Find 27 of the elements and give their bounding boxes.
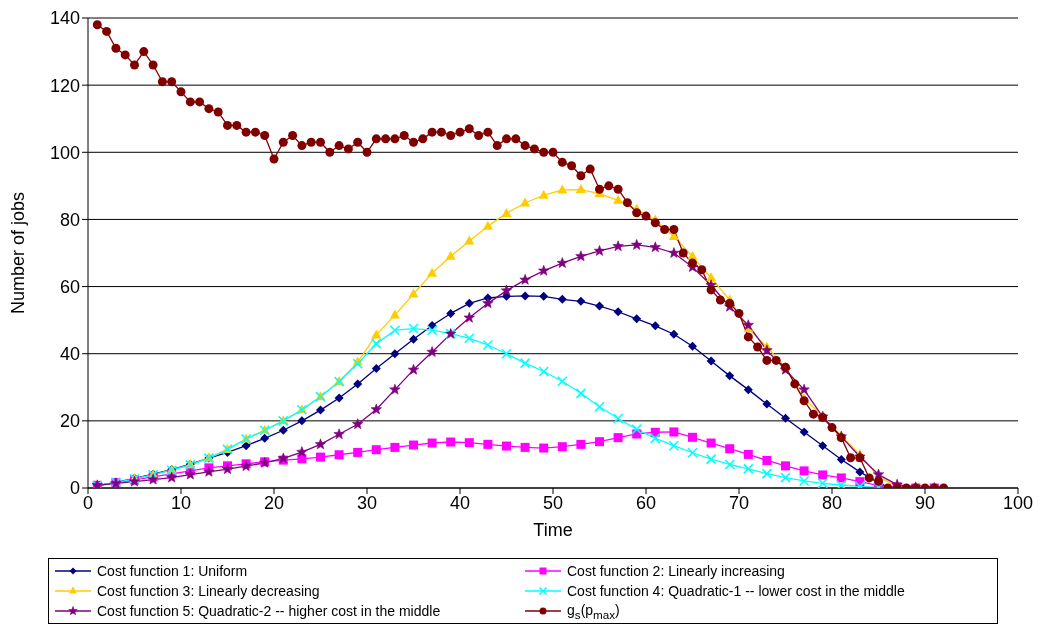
x-tick-label: 10 [170, 492, 192, 513]
y-tick-label: 0 [69, 478, 80, 499]
x-tick-label: 20 [263, 492, 285, 513]
x-tick-label: 40 [449, 492, 471, 513]
legend-label: Cost function 5: Quadratic-2 -- higher cost in the middle [97, 603, 441, 619]
x-tick-label: 50 [542, 492, 564, 513]
x-tick-label: 60 [635, 492, 657, 513]
y-tick-label: 140 [49, 8, 80, 29]
x-tick-label: 90 [914, 492, 936, 513]
legend-label: Cost function 4: Quadratic-1 -- lower cost in the middle [567, 583, 905, 599]
x-axis-title: Time [533, 520, 573, 540]
x-tick-label: 80 [821, 492, 843, 513]
y-tick-label: 100 [49, 142, 80, 163]
x-tick-label: 100 [1002, 492, 1034, 513]
y-tick-label: 80 [59, 209, 80, 230]
y-tick-label: 20 [59, 411, 80, 432]
x-tick-label: 30 [356, 492, 378, 513]
legend-label: Cost function 1: Uniform [97, 563, 248, 579]
x-tick-label: 70 [728, 492, 750, 513]
y-axis-title: Number of jobs [8, 191, 29, 315]
y-tick-label: 60 [59, 276, 80, 297]
legend-label: Cost function 3: Linearly decreasing [97, 583, 320, 599]
y-tick-label: 120 [49, 75, 80, 96]
legend-label: g$_{s}$(p$_{max}$) [567, 601, 620, 621]
x-tick-label: 0 [82, 492, 94, 513]
legend-label: Cost function 2: Linearly increasing [567, 563, 785, 579]
y-tick-label: 40 [59, 344, 80, 365]
